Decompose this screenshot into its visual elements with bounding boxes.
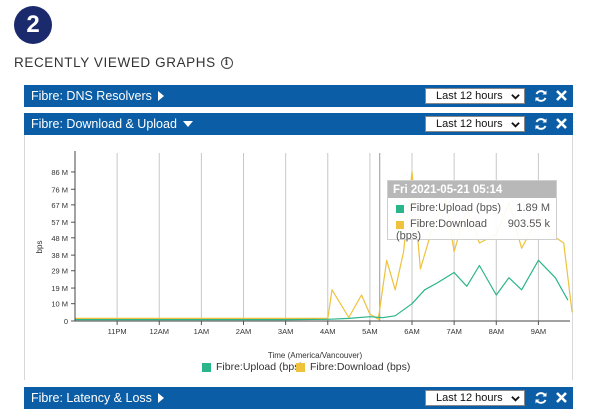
legend-label: Fibre:Download (bps): [310, 361, 411, 373]
x-tick-label: 2AM: [236, 327, 251, 336]
y-tick-label: 67 M: [51, 201, 68, 210]
tooltip-label: Fibre:Download: [410, 218, 488, 230]
collapse-arrow-icon[interactable]: [182, 121, 193, 127]
x-axis-label: Time (America/Vancouver): [268, 351, 363, 360]
tooltip-value: 1.89 M: [516, 202, 550, 214]
axis-layer: 0 10 M 19 M 29 M 38 M 48 M 57 M 67 M 76 M 86 M 11P…: [51, 151, 570, 336]
y-tick-label: 19 M: [51, 284, 68, 293]
x-tick-label: 8AM: [489, 327, 504, 336]
x-tick-label: 6AM: [404, 327, 419, 336]
chevron-down-icon: [511, 94, 520, 100]
info-icon[interactable]: i: [220, 56, 233, 69]
time-range-select[interactable]: Last 12 hours: [425, 390, 525, 406]
x-tick-label: 1AM: [194, 327, 209, 336]
x-tick-label: 3AM: [278, 327, 293, 336]
refresh-icon[interactable]: [534, 117, 548, 131]
close-icon[interactable]: [555, 89, 568, 102]
download-swatch: [296, 362, 305, 372]
hover-tooltip: Fri 2021-05-21 05:14 Fibre:Upload (bps) …: [387, 180, 557, 242]
tooltip-label: Fibre:Upload (bps): [410, 202, 502, 214]
y-tick-label: 76 M: [51, 185, 68, 194]
section-title: RECENTLY VIEWED GRAPHS i: [14, 55, 233, 70]
refresh-icon[interactable]: [534, 391, 548, 405]
y-tick-label: 29 M: [51, 267, 68, 276]
x-tick-label: 7AM: [446, 327, 461, 336]
y-tick-label: 57 M: [51, 218, 68, 227]
time-range-value: Last 12 hours: [436, 118, 503, 130]
upload-swatch: [202, 362, 211, 372]
panel-title: Fibre: Download & Upload: [31, 117, 177, 131]
close-icon[interactable]: [555, 117, 568, 130]
x-tick-label: 12AM: [149, 327, 169, 336]
upload-series-line: [75, 259, 569, 321]
y-tick-label: 86 M: [51, 168, 68, 177]
step-number-badge: 2: [14, 6, 52, 44]
upload-swatch: [396, 205, 404, 213]
y-tick-label: 0: [64, 317, 68, 326]
tooltip-header: Fri 2021-05-21 05:14: [388, 181, 556, 198]
panel-header-dns-resolvers[interactable]: Fibre: DNS Resolvers Last 12 hours: [24, 85, 573, 107]
tooltip-label-cont: (bps): [396, 230, 422, 242]
tooltip-row-download: Fibre:Download (bps) 903.55 k: [388, 218, 556, 242]
y-tick-label: 48 M: [51, 234, 68, 243]
expand-arrow-icon[interactable]: [157, 91, 164, 101]
time-range-select[interactable]: Last 12 hours: [425, 88, 525, 104]
panel-title: Fibre: DNS Resolvers: [31, 89, 152, 103]
chevron-down-icon: [511, 122, 520, 128]
time-range-select[interactable]: Last 12 hours: [425, 116, 525, 132]
legend-label: Fibre:Upload (bps): [216, 361, 303, 373]
time-range-value: Last 12 hours: [436, 392, 503, 404]
tooltip-row-upload: Fibre:Upload (bps) 1.89 M: [388, 202, 556, 216]
y-axis-label: bps: [35, 241, 44, 254]
x-tick-label: 5AM: [362, 327, 377, 336]
panel-title: Fibre: Latency & Loss: [31, 391, 152, 405]
section-title-text: RECENTLY VIEWED GRAPHS: [14, 55, 216, 70]
graph-panel-body: [24, 135, 573, 380]
panel-header-latency-loss[interactable]: Fibre: Latency & Loss Last 12 hours: [24, 387, 573, 409]
x-tick-label: 9AM: [531, 327, 546, 336]
tooltip-value: 903.55 k: [507, 218, 550, 230]
close-icon[interactable]: [555, 391, 568, 404]
chevron-down-icon: [511, 396, 520, 402]
y-tick-label: 38 M: [51, 251, 68, 260]
x-tick-label: 11PM: [108, 327, 127, 336]
legend-item-upload[interactable]: Fibre:Upload (bps): [202, 361, 303, 373]
expand-arrow-icon[interactable]: [157, 393, 164, 403]
bandwidth-line-chart[interactable]: 0 10 M 19 M 29 M 38 M 48 M 57 M 67 M 76 M 86 M 11P…: [24, 135, 573, 380]
legend-item-download[interactable]: Fibre:Download (bps): [296, 361, 410, 373]
download-swatch: [396, 221, 404, 229]
panel-header-download-upload[interactable]: Fibre: Download & Upload Last 12 hours: [24, 113, 573, 135]
y-tick-label: 10 M: [51, 300, 68, 309]
refresh-icon[interactable]: [534, 89, 548, 103]
x-tick-label: 4AM: [320, 327, 335, 336]
time-range-value: Last 12 hours: [436, 90, 503, 102]
